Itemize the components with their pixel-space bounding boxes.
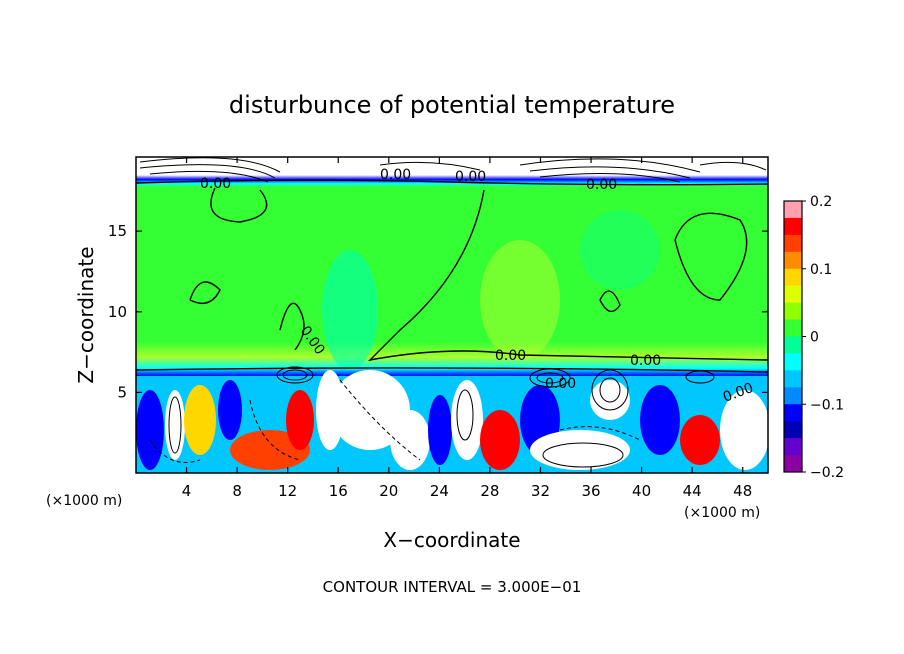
plot-frame [135,156,769,474]
x-tick-label: 28 [480,482,499,500]
colorbar-swatch [784,336,802,354]
chart-title: disturbunce of potential temperature [229,91,675,119]
x-unit-right: (×1000 m) [684,505,760,521]
x-tick-label: 12 [278,482,297,500]
x-tick-label: 48 [733,482,752,500]
x-tick-label: 16 [329,482,348,500]
contour-interval-note: CONTOUR INTERVAL = 3.000E−01 [323,578,582,596]
colorbar-swatch [784,387,802,405]
contour-label: 0.00 [200,176,231,192]
colorbar-swatch [784,319,802,337]
contour-label-group: 0.00 0.00 0.00 0.00 0.00 0.00 0.00 0.00 … [200,167,756,406]
colorbar-swatch [784,234,802,253]
colorbar-swatch [784,251,802,270]
colorbar-tick-label: −0.2 [810,465,844,481]
x-tick-label: 32 [531,482,550,500]
colorbar-swatch [784,268,802,287]
x-tick-label: 8 [232,482,242,500]
y-tick-label: 5 [117,383,127,401]
field-mid-band [136,300,768,376]
contour-label: 0.00 [586,177,617,193]
colorbar-tick-label: 0.1 [810,262,832,278]
contour-mid-bundles [168,366,715,468]
field-light-patch [480,240,560,360]
x-tick-label: 20 [379,482,398,500]
colorbar-tick-label: 0 [810,330,819,346]
x-tick-label: 44 [683,482,702,500]
field-cyan-patch [322,250,378,370]
plot-area: 0.00 0.00 0.00 0.00 0.00 0.00 0.00 0.00 … [136,157,768,473]
contour-label: 0.00 [495,348,526,364]
x-tick-label: 36 [581,482,600,500]
y-tick-label: 15 [108,222,127,240]
x-axis-label: X−coordinate [383,528,520,552]
colorbar-swatch [784,201,802,219]
y-tick-label: 10 [108,303,127,321]
x-tick-label: 4 [182,482,192,500]
contour-lines [136,179,768,373]
colorbar-swatch [784,455,802,473]
colorbar-tick-label: −0.1 [810,397,844,413]
colorbar-tick-label: 0.2 [810,194,832,210]
y-axis-label: Z−coordinate [74,246,98,383]
contour-label: 0.00 [545,376,576,392]
contour-dashed [149,379,641,463]
contour-label: 0.00 [630,353,661,369]
colorbar-swatch [784,370,802,388]
colorbar-swatch [784,404,802,422]
colorbar-swatch [784,438,802,456]
colorbar-swatch [784,421,802,439]
x-unit-left: (×1000 m) [46,493,122,509]
x-axis: 4 8 12 16 20 24 28 32 36 40 44 48 [182,157,752,500]
colorbar: 0.2 0.1 0 −0.1 −0.2 [783,194,844,481]
contour-top-bundle [139,157,767,183]
y-axis: 5 10 15 [108,222,768,401]
x-tick-label: 24 [430,482,449,500]
field-light-patch-2 [580,210,660,290]
colorbar-swatch [784,353,802,371]
colorbar-swatch [784,285,802,304]
contour-label: 0.00 [455,169,486,185]
contour-label: 0.00 [380,167,411,183]
colorbar-swatch [784,302,802,321]
colorbar-swatch [784,217,802,236]
x-tick-label: 40 [632,482,651,500]
